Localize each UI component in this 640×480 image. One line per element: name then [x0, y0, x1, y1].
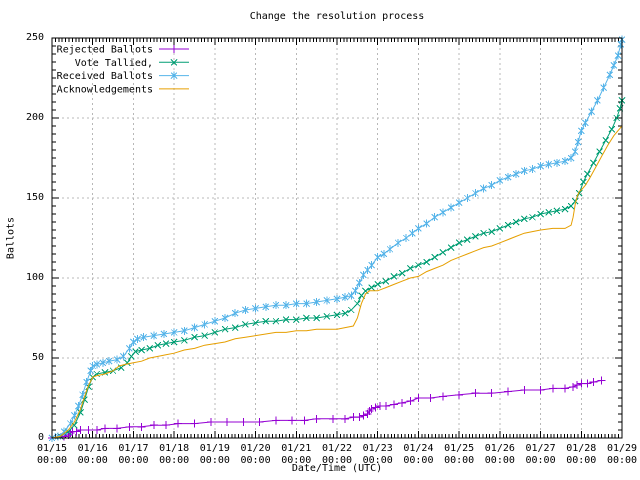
legend-plus-marker-icon [170, 45, 178, 53]
x-tick-label: 01/24 00:00 [391, 443, 445, 467]
x-tick-time: 00:00 [484, 455, 515, 466]
legend-label-vote-tallied: Vote Tallied, [75, 58, 153, 69]
chart-title: Change the resolution process [249, 11, 425, 22]
x-tick-date: 01/22 [321, 443, 353, 454]
x-tick-time: 00:00 [281, 455, 312, 466]
x-tick-date: 01/16 [77, 443, 108, 454]
x-tick-label: 01/22 00:00 [310, 443, 364, 467]
x-tick-time: 00:00 [403, 455, 434, 466]
x-tick-date: 01/25 [444, 443, 475, 454]
x-tick-label: 01/29 00:00 [595, 443, 640, 467]
y-tick-label: 50 [31, 352, 44, 363]
x-tick-date: 01/27 [525, 443, 556, 454]
x-tick-date: 01/29 [606, 443, 638, 454]
x-tick-time: 00:00 [606, 455, 638, 466]
x-tick-date: 01/23 [362, 443, 393, 454]
x-tick-time: 00:00 [118, 455, 149, 466]
y-tick-label: 250 [25, 32, 44, 43]
legend-star-marker-icon [170, 71, 178, 80]
x-tick-label: 01/21 00:00 [269, 443, 323, 467]
x-tick-label: 01/15 00:00 [25, 443, 79, 467]
x-tick-date: 01/19 [199, 443, 230, 454]
x-tick-time: 00:00 [240, 455, 271, 466]
x-tick-date: 01/17 [118, 443, 149, 454]
x-tick-time: 00:00 [159, 455, 190, 466]
x-tick-time: 00:00 [321, 455, 353, 466]
x-tick-label: 01/27 00:00 [514, 443, 568, 467]
x-tick-time: 00:00 [362, 455, 393, 466]
x-axis-label: Date/Time (UTC) [291, 463, 383, 474]
y-tick-label: 200 [25, 112, 44, 123]
y-tick-label: 150 [25, 192, 44, 203]
series-line-rejected-ballots [51, 379, 602, 439]
y-tick-label: 100 [25, 272, 44, 283]
x-tick-label: 01/26 00:00 [473, 443, 527, 467]
series-line-acknowledgements [51, 125, 623, 439]
legend-cross-marker-icon [170, 58, 178, 66]
x-tick-date: 01/15 [36, 443, 68, 454]
x-tick-label: 01/20 00:00 [229, 443, 283, 467]
x-tick-time: 00:00 [525, 455, 556, 466]
x-tick-date: 01/18 [159, 443, 190, 454]
x-tick-label: 01/18 00:00 [147, 443, 201, 467]
legend-label-rejected-ballots: Rejected Ballots [57, 45, 153, 56]
plot-border [51, 37, 623, 439]
x-tick-label: 01/19 00:00 [188, 443, 242, 467]
x-tick-date: 01/28 [566, 443, 597, 454]
x-tick-time: 00:00 [77, 455, 108, 466]
x-tick-date: 01/21 [281, 443, 312, 454]
legend-label-received-ballots: Received Ballots [57, 71, 153, 82]
series-markers-rejected-ballots [48, 376, 606, 442]
x-tick-time: 00:00 [444, 455, 475, 466]
legend-label-acknowledgements: Acknowledgements [57, 84, 153, 95]
x-tick-time: 00:00 [566, 455, 597, 466]
x-tick-label: 01/28 00:00 [554, 443, 608, 467]
y-tick-label: 0 [37, 432, 44, 443]
x-tick-label: 01/16 00:00 [66, 443, 120, 467]
x-tick-date: 01/24 [403, 443, 434, 454]
x-tick-date: 01/26 [484, 443, 515, 454]
y-axis-label: Ballots [5, 216, 17, 260]
x-tick-label: 01/17 00:00 [106, 443, 160, 467]
x-tick-label: 01/25 00:00 [432, 443, 486, 467]
x-tick-label: 01/23 00:00 [351, 443, 405, 467]
x-tick-time: 00:00 [199, 455, 230, 466]
x-tick-time: 00:00 [36, 455, 68, 466]
x-tick-date: 01/20 [240, 443, 271, 454]
